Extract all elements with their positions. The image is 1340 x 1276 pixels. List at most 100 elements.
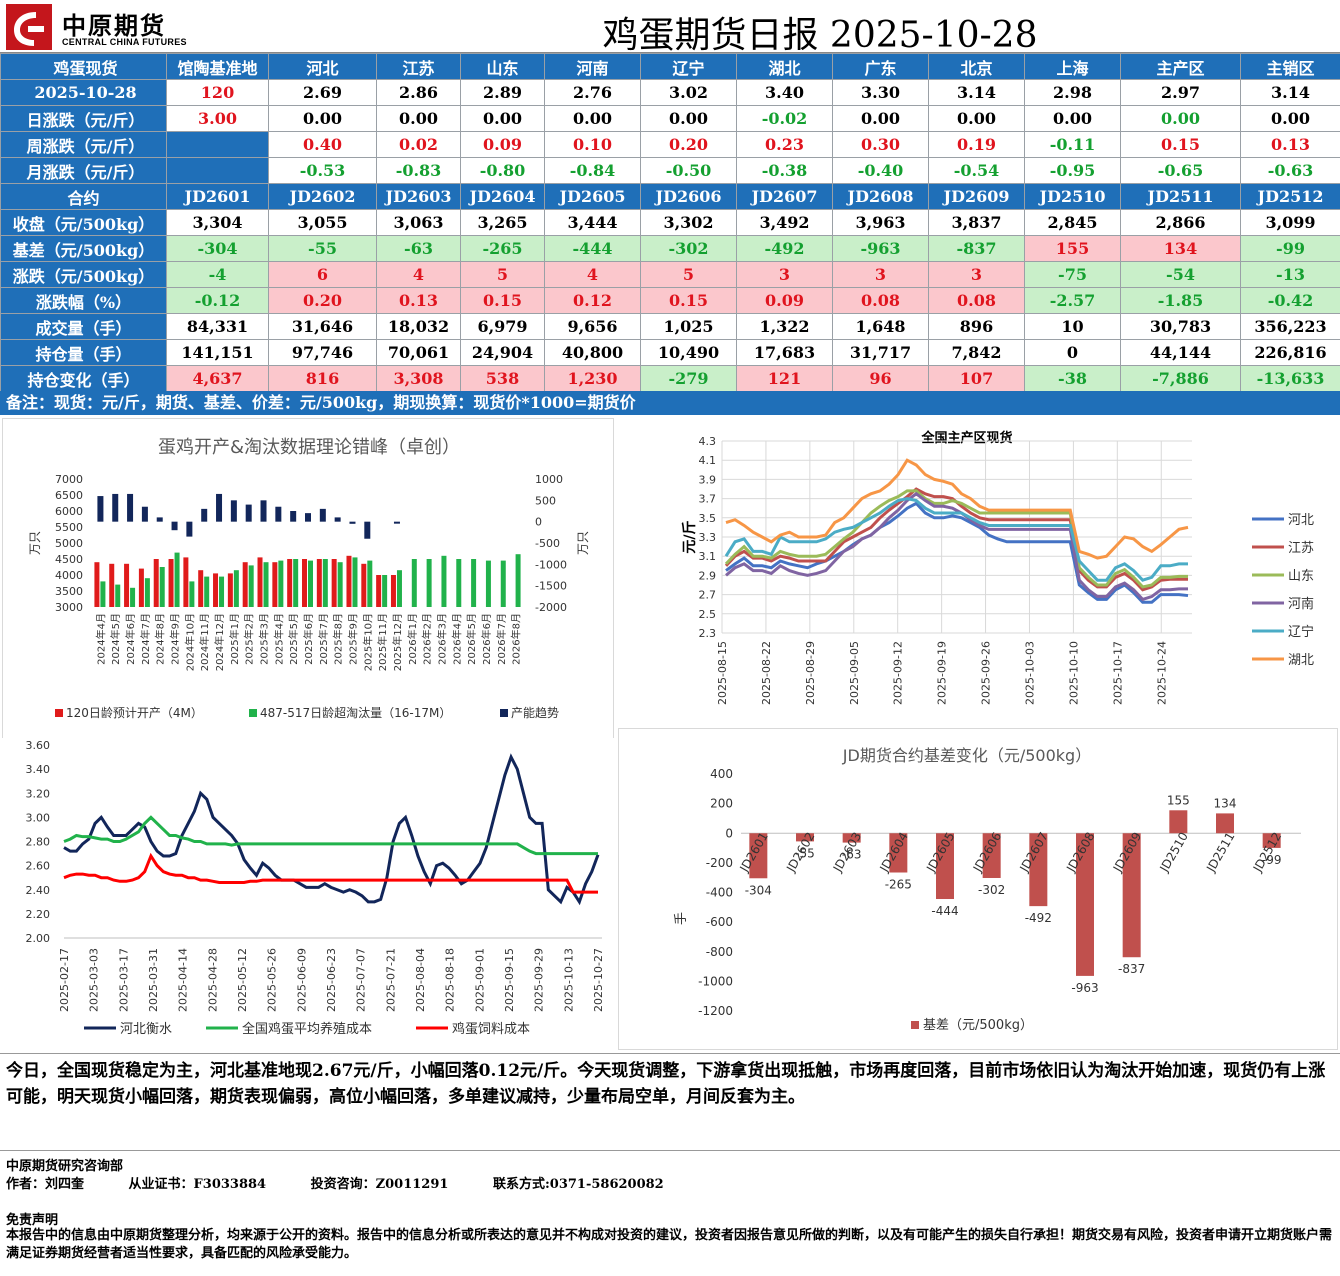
x-tick-label: 2025-06-09 <box>295 948 308 1012</box>
bar-cull <box>115 584 121 607</box>
basis-bar <box>842 833 861 843</box>
table-cell: 3,265 <box>460 209 545 236</box>
table-cell: 7,842 <box>928 339 1025 366</box>
advisor: 投资咨询：Z0011291 <box>310 1177 449 1192</box>
bar-trend <box>334 517 341 522</box>
x-tick-label: 2025年10月 <box>361 613 374 671</box>
bar-open <box>376 575 382 607</box>
bar-open <box>138 568 144 607</box>
header-cell: JD2608 <box>832 183 929 210</box>
y-tick-label: 3500 <box>55 585 83 598</box>
bar-trend <box>393 521 400 524</box>
x-tick-label: 2025-08-22 <box>760 641 773 705</box>
bar-trend <box>97 496 104 522</box>
bar-trend <box>364 521 371 539</box>
table-cell: -0.11 <box>1024 131 1121 158</box>
table-cell: 31,646 <box>268 313 377 340</box>
bar-open <box>257 557 263 607</box>
table-cell: -0.12 <box>166 287 269 314</box>
bar-open <box>94 562 100 607</box>
x-tick-label: 2025年8月 <box>332 613 345 665</box>
table-row: 涨跌（元/500kg） -4 6 4 5 4 5 3 3 3 -75 -54 -13 <box>0 261 1340 288</box>
bar-trend <box>349 521 356 524</box>
table-cell: 0.19 <box>928 131 1025 158</box>
bar-cull <box>337 562 343 607</box>
y2-tick-label: 0 <box>535 516 542 529</box>
chart-title: 蛋鸡开产&淘汰数据理论错峰（卓创） <box>158 437 460 458</box>
table-cell: -63 <box>376 235 461 262</box>
y2-tick-label: 500 <box>535 494 556 507</box>
legend-label: 鸡蛋饲料成本 <box>452 1021 530 1037</box>
x-tick-label: 2024年5月 <box>109 613 122 665</box>
table-cell: -444 <box>544 235 641 262</box>
table-cell: 0.20 <box>640 131 737 158</box>
table-cell: 356,223 <box>1240 313 1340 340</box>
header-cell: JD2512 <box>1240 183 1340 210</box>
series-line <box>725 501 1189 604</box>
data-label: -55 <box>795 846 815 860</box>
table-cell: 6,979 <box>460 313 545 340</box>
bar-cull <box>189 581 195 607</box>
table-cell: 141,151 <box>166 339 269 366</box>
x-tick-label: 2026年1月 <box>406 613 419 665</box>
header-cell: 广东 <box>832 53 929 80</box>
table-cell: 2.69 <box>268 79 377 106</box>
basis-bar <box>796 833 814 842</box>
report-title: 鸡蛋期货日报 2025-10-28 <box>602 15 1038 56</box>
table-cell: -0.42 <box>1240 287 1340 314</box>
legend-label: 120日龄预计开产（4M） <box>66 706 203 720</box>
series-line <box>724 489 1188 589</box>
bar-cull <box>130 587 136 607</box>
x-tick-label: 2024年4月 <box>94 613 107 665</box>
table-cell: 30,783 <box>1120 313 1241 340</box>
header-cell: 辽宁 <box>640 53 737 80</box>
legend-label: 全国鸡蛋平均养殖成本 <box>242 1021 372 1037</box>
bar-open <box>272 562 278 607</box>
x-tick-label: 2025-10-10 <box>1067 641 1080 705</box>
table-cell: -0.80 <box>460 157 545 184</box>
legend-label: 河南 <box>1288 596 1314 612</box>
x-tick-label: 2024年6月 <box>124 613 137 665</box>
spot-price-chart: 全国主产区现货 4.3 4.1 3.9 3.7 3.5 3.3 3.1 2.9 2.7 2.5 2.3… <box>680 418 1340 736</box>
x-tick-label: 2025-09-05 <box>848 641 861 705</box>
bar-cull <box>441 555 447 607</box>
table-cell: 3,063 <box>376 209 461 236</box>
table-cell: 31,717 <box>832 339 929 366</box>
basis-bar <box>1216 813 1234 834</box>
legend-swatch <box>911 1021 919 1029</box>
series-line <box>63 753 600 906</box>
table-cell: -0.65 <box>1120 157 1241 184</box>
table-cell: 1,230 <box>544 365 641 392</box>
header-cell: 主销区 <box>1240 53 1340 80</box>
table-cell: -0.40 <box>832 157 929 184</box>
y-tick-label: 2.3 <box>699 627 717 640</box>
table-cell: 5 <box>640 261 737 288</box>
series-line <box>63 852 598 894</box>
y-tick-label: 3000 <box>55 601 83 614</box>
table-cell: -7,886 <box>1120 365 1241 392</box>
y-tick-label: 2.40 <box>26 884 51 897</box>
row-label: 收盘（元/500kg） <box>0 209 167 236</box>
bar-cull <box>322 559 328 607</box>
x-tick-label: 2025-07-21 <box>384 948 397 1012</box>
legend-label: 产能趋势 <box>511 706 559 720</box>
report-footer: 中原期货研究咨询部 作者：刘四奎 从业证书：F3033884 投资咨询：Z001… <box>0 1150 1340 1276</box>
table-row: 周涨跌（元/斤） 0.40 0.02 0.09 0.10 0.20 0.23 0.30 0.19… <box>0 131 1340 158</box>
x-tick-label: 2025-03-17 <box>117 948 130 1012</box>
legend-swatch <box>249 709 257 717</box>
table-cell: 3,963 <box>832 209 929 236</box>
y-tick-label: 3.9 <box>699 473 717 486</box>
bar-trend <box>216 493 223 522</box>
table-cell: 2.86 <box>376 79 461 106</box>
table-cell: 0.13 <box>376 287 461 314</box>
table-cell: 0.00 <box>376 105 461 132</box>
bar-cull <box>352 557 358 607</box>
bar-cull <box>159 567 165 607</box>
data-label: 155 <box>1167 793 1190 807</box>
header-cell: 北京 <box>928 53 1025 80</box>
bar-open <box>331 559 337 607</box>
spot-price-chart-svg: 全国主产区现货 4.3 4.1 3.9 3.7 3.5 3.3 3.1 2.9 2.7 2.5 2.3… <box>681 430 1314 705</box>
table-cell: 0.15 <box>1120 131 1241 158</box>
legend-label: 江苏 <box>1288 540 1314 556</box>
bar-trend <box>127 493 134 522</box>
